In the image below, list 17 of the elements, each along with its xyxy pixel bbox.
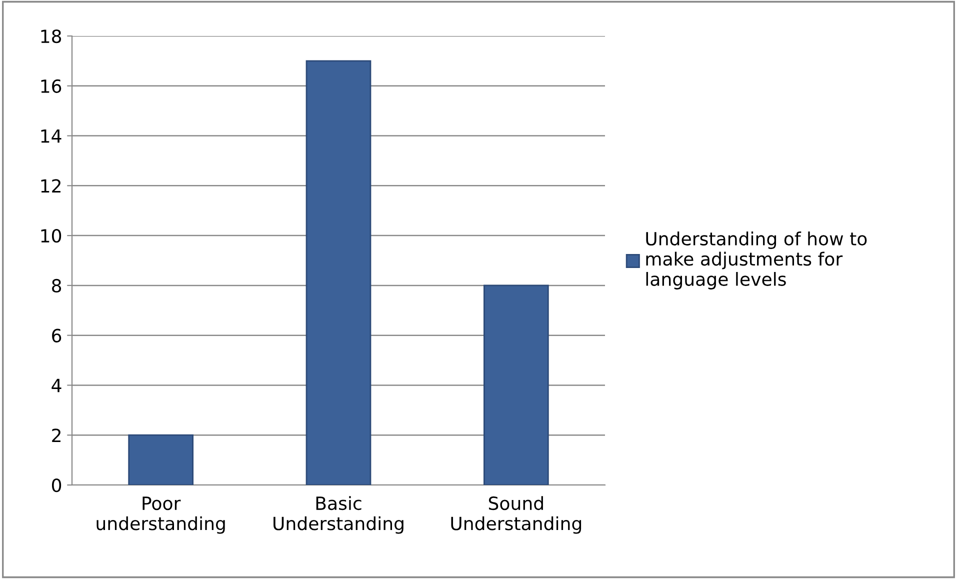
- y-tick-label: 4: [52, 378, 62, 392]
- y-tick-label: 14: [41, 129, 62, 143]
- y-tick-label: 6: [52, 328, 62, 342]
- y-tick-label: 0: [52, 478, 62, 492]
- y-tick-label: 18: [41, 29, 62, 44]
- bar: [128, 434, 194, 485]
- y-tick-label: 2: [52, 428, 60, 442]
- y-tick-label: 12: [41, 179, 60, 193]
- y-tick-label: 10: [41, 229, 62, 243]
- y-tick-label: 8: [52, 278, 62, 293]
- legend-label: Understanding of how to make adjustments for language levels: [646, 232, 867, 290]
- x-tick-label: Sound Understanding: [451, 496, 582, 534]
- x-tick-label: Poor understanding: [96, 496, 225, 534]
- bar: [306, 60, 372, 485]
- x-tick-label: Basic Understanding: [274, 496, 404, 534]
- bar: [483, 284, 549, 485]
- y-tick-label: 16: [41, 79, 62, 94]
